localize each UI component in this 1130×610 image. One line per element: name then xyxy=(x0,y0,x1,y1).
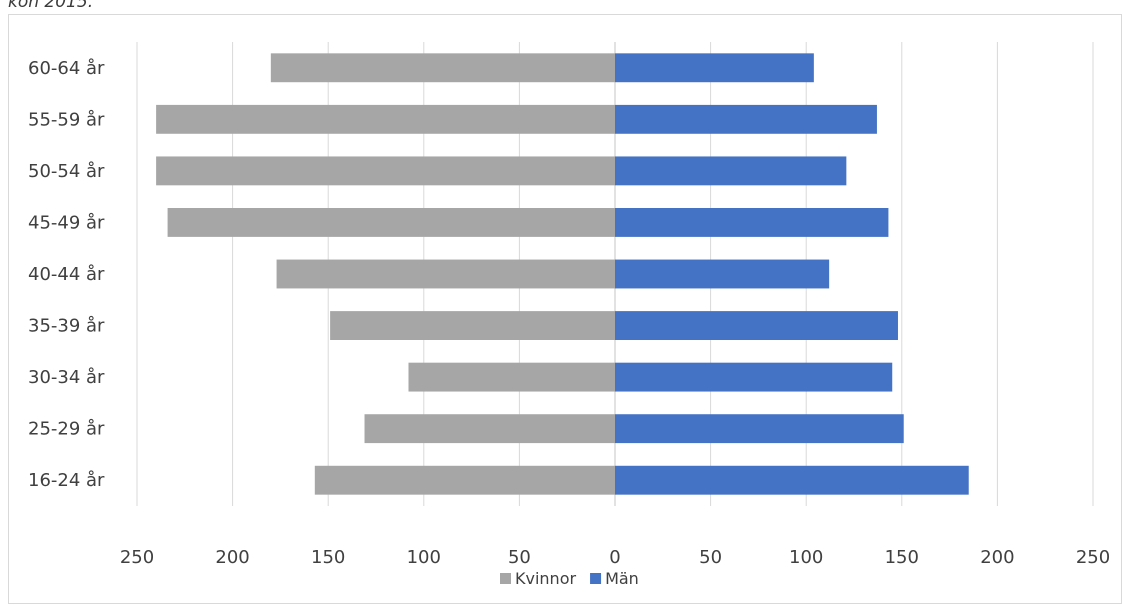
category-label: 30-34 år xyxy=(28,367,105,388)
bar-man xyxy=(615,259,830,289)
bar-kvinnor xyxy=(276,259,615,289)
bar-man xyxy=(615,104,877,134)
bar-kvinnor xyxy=(408,362,615,392)
category-label: 50-54 år xyxy=(28,161,105,182)
legend-label: Kvinnor xyxy=(515,569,576,588)
bar-man xyxy=(615,208,889,237)
x-tick-label: 100 xyxy=(789,547,823,568)
bar-man xyxy=(615,465,969,495)
legend-label: Män xyxy=(605,569,639,588)
bars xyxy=(156,53,969,495)
bar-kvinnor xyxy=(270,53,615,83)
legend-swatch xyxy=(590,573,602,584)
bar-kvinnor xyxy=(364,414,615,444)
x-tick-label: 250 xyxy=(120,547,154,568)
category-label: 16-24 år xyxy=(28,470,105,491)
category-label: 40-44 år xyxy=(28,264,105,285)
category-label: 35-39 år xyxy=(28,316,105,337)
bar-kvinnor xyxy=(314,465,615,495)
x-tick-label: 250 xyxy=(1076,547,1110,568)
bar-man xyxy=(615,156,847,186)
chart-caption: kön 2015. xyxy=(8,0,94,12)
legend-swatch xyxy=(500,573,511,584)
bar-man xyxy=(615,362,893,392)
chart-frame xyxy=(8,14,1122,604)
bar-kvinnor xyxy=(156,104,615,134)
x-tick-label: 100 xyxy=(407,547,441,568)
bar-man xyxy=(615,414,904,444)
x-tick-label: 200 xyxy=(215,547,249,568)
bar-man xyxy=(615,53,814,83)
category-labels: 16-24 år 25-29 år 30-34 år 35-39 år 40-44 år… xyxy=(28,58,105,491)
category-label: 45-49 år xyxy=(28,212,105,233)
category-label: 25-29 år xyxy=(28,419,105,440)
category-label: 55-59 år xyxy=(28,109,105,130)
x-tick-label: 150 xyxy=(311,547,345,568)
x-tick-label: 200 xyxy=(980,547,1014,568)
x-tick-label: 50 xyxy=(508,547,531,568)
bar-man xyxy=(615,311,898,340)
legend: Kvinnor Män xyxy=(500,569,639,588)
x-tick-label: 150 xyxy=(885,547,919,568)
category-label: 60-64 år xyxy=(28,58,105,79)
bar-kvinnor xyxy=(156,156,615,186)
bar-kvinnor xyxy=(167,208,616,237)
x-tick-label: 0 xyxy=(609,547,620,568)
x-tick-label: 50 xyxy=(699,547,722,568)
bar-kvinnor xyxy=(330,311,615,340)
x-tick-labels: 250 200 150 100 50 0 50 100 150 200 250 xyxy=(120,547,1110,568)
